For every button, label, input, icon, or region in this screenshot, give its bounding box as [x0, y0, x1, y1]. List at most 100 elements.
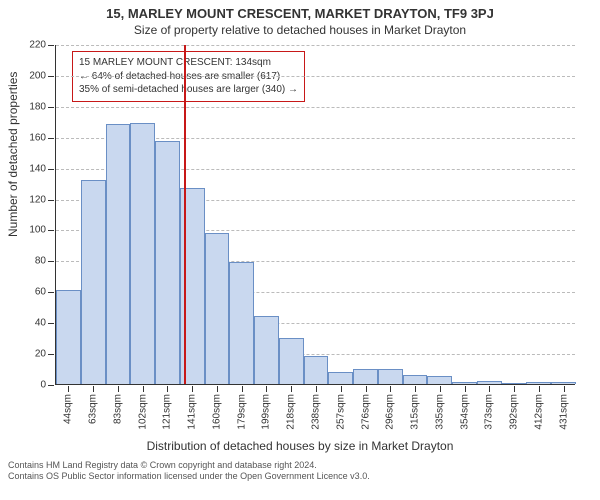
y-tick-label: 200 — [29, 70, 46, 81]
gridline — [56, 107, 575, 108]
x-tick-label: 83sqm — [112, 394, 123, 424]
histogram-bar — [254, 316, 279, 384]
x-tick — [489, 386, 490, 392]
y-tick-label: 220 — [29, 40, 46, 51]
y-tick — [48, 138, 54, 139]
x-axis-label: Distribution of detached houses by size … — [0, 439, 600, 453]
x-tick — [316, 386, 317, 392]
x-tick-label: 160sqm — [211, 394, 222, 430]
x-tick — [143, 386, 144, 392]
footer-attribution: Contains HM Land Registry data © Crown c… — [0, 457, 600, 483]
histogram-bar — [502, 383, 527, 384]
histogram-bar — [56, 290, 81, 384]
x-tick — [291, 386, 292, 392]
histogram-bar — [378, 369, 403, 384]
x-tick — [440, 386, 441, 392]
footer-line-2: Contains OS Public Sector information li… — [8, 471, 592, 482]
histogram-bar — [229, 262, 254, 384]
histogram-bar — [427, 376, 452, 384]
histogram-bar — [205, 233, 230, 384]
x-tick — [341, 386, 342, 392]
x-tick — [167, 386, 168, 392]
y-tick — [48, 323, 54, 324]
x-tick — [415, 386, 416, 392]
callout-line: 15 MARLEY MOUNT CRESCENT: 134sqm — [79, 56, 298, 70]
y-tick — [48, 261, 54, 262]
y-tick — [48, 107, 54, 108]
x-tick-label: 335sqm — [434, 394, 445, 430]
y-tick — [48, 292, 54, 293]
histogram-bar — [477, 381, 502, 384]
x-tick — [266, 386, 267, 392]
x-tick-label: 179sqm — [236, 394, 247, 430]
plot-area: 15 MARLEY MOUNT CRESCENT: 134sqm← 64% of… — [55, 45, 575, 385]
histogram-bar — [526, 382, 551, 384]
x-tick — [192, 386, 193, 392]
y-tick — [48, 354, 54, 355]
x-tick-label: 315sqm — [410, 394, 421, 430]
x-tick-label: 199sqm — [261, 394, 272, 430]
histogram-bar — [452, 382, 477, 384]
x-tick-label: 257sqm — [335, 394, 346, 430]
x-tick-label: 431sqm — [558, 394, 569, 430]
y-tick-label: 20 — [35, 349, 46, 360]
y-tick-label: 0 — [40, 380, 46, 391]
x-tick — [68, 386, 69, 392]
y-tick — [48, 76, 54, 77]
histogram-bar — [81, 180, 106, 384]
marker-line — [184, 45, 186, 384]
footer-line-1: Contains HM Land Registry data © Crown c… — [8, 460, 592, 471]
y-tick — [48, 230, 54, 231]
y-axis-label: Number of detached properties — [6, 72, 20, 237]
x-tick-label: 218sqm — [286, 394, 297, 430]
x-tick-label: 296sqm — [385, 394, 396, 430]
gridline — [56, 76, 575, 77]
y-tick-label: 80 — [35, 256, 46, 267]
histogram-bar — [155, 141, 180, 384]
y-tick-label: 160 — [29, 132, 46, 143]
x-tick — [465, 386, 466, 392]
x-tick — [514, 386, 515, 392]
x-tick-label: 354sqm — [459, 394, 470, 430]
y-tick-label: 60 — [35, 287, 46, 298]
x-tick-label: 63sqm — [88, 394, 99, 424]
x-tick — [217, 386, 218, 392]
x-tick — [366, 386, 367, 392]
page-title: 15, MARLEY MOUNT CRESCENT, MARKET DRAYTO… — [0, 6, 600, 21]
y-tick-label: 100 — [29, 225, 46, 236]
x-tick-label: 121sqm — [162, 394, 173, 430]
histogram-bar — [304, 356, 329, 384]
histogram-bar — [328, 372, 353, 384]
x-tick-label: 44sqm — [63, 394, 74, 424]
y-tick-label: 180 — [29, 101, 46, 112]
histogram-bar — [353, 369, 378, 384]
x-tick — [118, 386, 119, 392]
gridline — [56, 45, 575, 46]
x-tick-label: 238sqm — [311, 394, 322, 430]
histogram-bar — [279, 338, 304, 384]
x-tick-label: 102sqm — [137, 394, 148, 430]
x-tick — [93, 386, 94, 392]
histogram-bar — [106, 124, 131, 384]
histogram-bar — [551, 382, 576, 384]
histogram-chart: Number of detached properties 15 MARLEY … — [0, 37, 600, 457]
y-tick — [48, 45, 54, 46]
histogram-bar — [403, 375, 428, 384]
x-tick-label: 141sqm — [187, 394, 198, 430]
y-tick — [48, 385, 54, 386]
histogram-bar — [130, 123, 155, 384]
callout-line: 35% of semi-detached houses are larger (… — [79, 83, 298, 97]
y-tick — [48, 169, 54, 170]
x-tick — [242, 386, 243, 392]
y-tick — [48, 200, 54, 201]
x-tick-label: 373sqm — [484, 394, 495, 430]
y-tick-label: 140 — [29, 163, 46, 174]
y-tick-label: 40 — [35, 318, 46, 329]
x-tick-label: 392sqm — [509, 394, 520, 430]
x-tick — [539, 386, 540, 392]
x-tick — [390, 386, 391, 392]
x-tick — [564, 386, 565, 392]
y-tick-label: 120 — [29, 194, 46, 205]
page-subtitle: Size of property relative to detached ho… — [0, 23, 600, 37]
x-tick-label: 412sqm — [533, 394, 544, 430]
